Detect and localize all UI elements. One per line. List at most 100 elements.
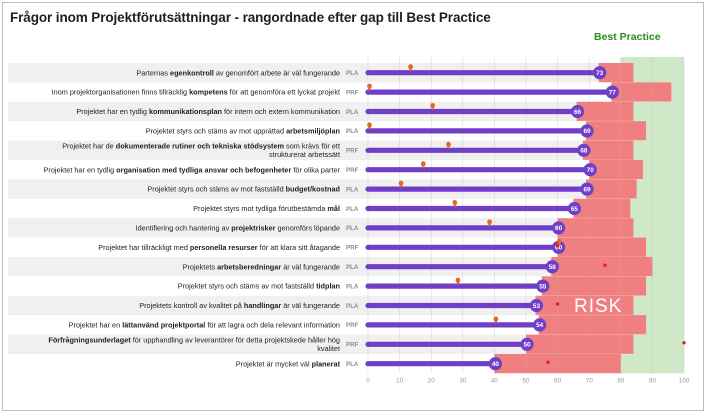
value-label: 40	[492, 361, 500, 368]
value-circle	[577, 143, 591, 157]
category-label: PLA	[346, 128, 359, 135]
question-label: Projektets arbetsberedningar är väl fung…	[183, 262, 340, 271]
chart-frame	[2, 2, 704, 411]
reference-dot	[682, 341, 686, 345]
reference-dot	[603, 263, 607, 267]
value-label: 77	[609, 89, 617, 96]
risk-zone	[589, 160, 643, 180]
category-label: PRF	[346, 89, 359, 96]
value-label: 68	[580, 148, 588, 155]
risk-zone	[538, 315, 647, 335]
question-label: Projektet styrs och stäms av mot upprätt…	[146, 127, 340, 136]
value-label: 60	[555, 245, 563, 252]
risk-zone	[586, 179, 637, 199]
x-tick-label: 90	[649, 377, 657, 384]
benchmark-marker-head	[487, 219, 492, 224]
row-stripe	[8, 63, 684, 83]
benchmark-marker-head	[367, 122, 372, 127]
best-practice-label: Best Practice	[594, 31, 661, 43]
row-stripe	[8, 101, 684, 122]
category-label: PLA	[346, 361, 359, 368]
x-tick-label: 30	[459, 377, 467, 384]
risk-zone	[557, 218, 634, 238]
question-label: Projektet har en lättanvänd projektporta…	[69, 321, 340, 330]
risk-zone	[576, 101, 634, 122]
benchmark-marker-head	[455, 277, 461, 283]
question-label: Förfrågningsunderlaget för upphandling a…	[48, 336, 340, 345]
value-circle	[605, 85, 619, 99]
question-label: Projektet styrs och stäms av mot faststä…	[147, 185, 340, 194]
row-stripe	[8, 179, 684, 199]
question-label: Projektet har en tydlig organisation med…	[44, 165, 341, 174]
x-tick-label: 0	[366, 377, 370, 384]
risk-zone	[551, 257, 653, 277]
question-label: Projektet styrs mot tydliga förutbestämd…	[193, 204, 340, 213]
x-tick-label: 50	[522, 377, 530, 384]
value-label: 55	[539, 283, 547, 290]
category-label: PLA	[346, 70, 359, 77]
question-label: strukturerat arbetssätt	[269, 150, 340, 159]
category-label: PLA	[346, 186, 359, 193]
x-tick-label: 20	[428, 377, 436, 384]
reference-dot	[555, 302, 560, 306]
question-label: Parternas egenkontroll av genomfört arbe…	[136, 68, 340, 77]
category-label: PLA	[346, 109, 359, 116]
question-label: Projektet har de dokumenterade rutiner o…	[62, 142, 340, 151]
value-circle	[580, 182, 594, 196]
category-label: PLA	[346, 303, 359, 310]
benchmark-marker-head	[493, 316, 499, 322]
question-label: Projektet har en tydlig kommunikationspl…	[76, 107, 340, 116]
row-stripe	[8, 295, 684, 316]
value-circle	[567, 201, 582, 216]
value-circle	[570, 104, 585, 119]
x-tick-label: 80	[617, 377, 625, 384]
reference-dot	[555, 244, 560, 248]
value-label: 66	[574, 109, 582, 116]
value-label: 58	[549, 264, 557, 271]
benchmark-marker-head	[367, 83, 372, 89]
benchmark-marker-head	[398, 180, 404, 186]
chart-title: Frågor inom Projektförutsättningar - ran…	[10, 10, 491, 25]
question-label: Inom projektorganisationen finns tillräc…	[52, 88, 340, 97]
risk-zone	[557, 237, 647, 257]
value-label: 69	[583, 128, 591, 135]
value-circle	[580, 124, 594, 138]
benchmark-marker-head	[556, 238, 562, 244]
question-label: Projektet styrs och stäms av mot faststä…	[178, 282, 340, 291]
benchmark-marker-head	[408, 64, 413, 69]
benchmark-marker-head	[446, 141, 451, 147]
risk-zone	[526, 334, 634, 354]
question-label: Projektet har tillräckligt med personell…	[98, 243, 340, 252]
question-label: Identifiering och hantering av projektri…	[136, 224, 340, 233]
category-label: PRF	[346, 322, 359, 329]
value-circle	[593, 66, 607, 80]
value-label: 70	[587, 167, 595, 174]
row-stripe	[8, 334, 684, 354]
value-label: 60	[555, 225, 563, 232]
value-circle	[533, 318, 547, 332]
row-stripe	[8, 218, 684, 238]
benchmark-marker-head	[452, 200, 458, 205]
value-circle	[536, 279, 550, 293]
risk-zone	[541, 276, 647, 296]
risk-zone	[573, 198, 631, 219]
risk-label: RISK	[574, 296, 622, 317]
question-label: Projektet är mycket väl planerat	[236, 359, 341, 368]
x-tick-label: 60	[554, 377, 562, 384]
value-circle	[583, 163, 597, 177]
benchmark-marker-head	[430, 103, 436, 108]
row-stripe	[8, 257, 684, 277]
value-label: 69	[583, 186, 591, 193]
category-label: PRF	[346, 148, 359, 155]
category-label: PLA	[346, 283, 359, 290]
reference-dot	[546, 360, 550, 364]
row-stripe	[8, 140, 684, 160]
value-circle	[520, 337, 534, 351]
value-label: 54	[536, 322, 544, 329]
category-label: PRF	[346, 245, 359, 252]
value-circle	[552, 240, 566, 254]
risk-zone	[598, 63, 634, 83]
value-circle	[545, 260, 559, 274]
category-label: PLA	[346, 264, 359, 271]
